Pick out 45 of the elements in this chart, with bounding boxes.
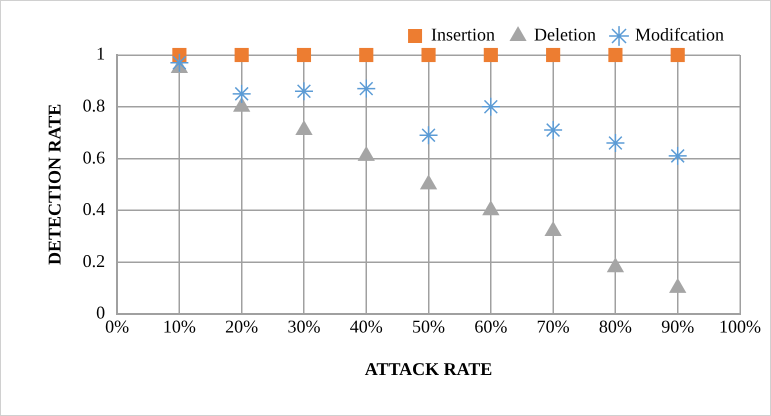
- point: [606, 257, 624, 272]
- y-tick-label: 0.2: [82, 250, 106, 271]
- point: [294, 81, 314, 101]
- x-tick-label: 100%: [719, 316, 761, 336]
- point: [482, 200, 500, 216]
- point: [606, 133, 626, 153]
- point: [418, 125, 438, 145]
- legend-label: Modifcation: [635, 24, 724, 45]
- point: [670, 48, 685, 62]
- point: [234, 48, 249, 62]
- point: [232, 84, 252, 104]
- point: [420, 174, 438, 190]
- y-tick-label: 0.4: [82, 199, 106, 220]
- legend-label: Deletion: [534, 24, 596, 45]
- x-tick-label: 60%: [474, 316, 508, 336]
- x-tick-label: 90%: [661, 316, 694, 336]
- point: [484, 48, 498, 62]
- legend-label: Insertion: [431, 24, 496, 45]
- point: [668, 146, 688, 166]
- x-tick-label: 40%: [350, 316, 383, 336]
- x-tick-label: 50%: [412, 316, 446, 336]
- y-tick-label: 0.8: [82, 95, 106, 116]
- y-tick-label: 0.6: [82, 147, 106, 168]
- x-tick-label: 30%: [287, 316, 320, 336]
- x-tick-label: 10%: [162, 316, 196, 336]
- x-tick-label: 80%: [598, 316, 632, 336]
- y-tick-label: 0: [96, 302, 106, 323]
- y-axis-title: DETECTION RATE: [44, 104, 64, 265]
- point: [421, 48, 436, 62]
- x-axis-title: ATTACK RATE: [364, 358, 492, 379]
- point: [546, 48, 560, 62]
- point: [359, 48, 374, 62]
- x-tick-label: 0%: [105, 316, 130, 336]
- point: [544, 220, 562, 236]
- point: [543, 120, 563, 140]
- point: [296, 48, 312, 62]
- x-tick-label: 70%: [536, 316, 570, 336]
- point: [669, 278, 686, 293]
- point: [170, 53, 190, 73]
- point: [295, 120, 313, 136]
- x-tick-label: 20%: [225, 316, 258, 336]
- y-tick-label: 1: [96, 44, 106, 64]
- point: [481, 97, 501, 117]
- point: [356, 78, 376, 98]
- point: [608, 48, 622, 62]
